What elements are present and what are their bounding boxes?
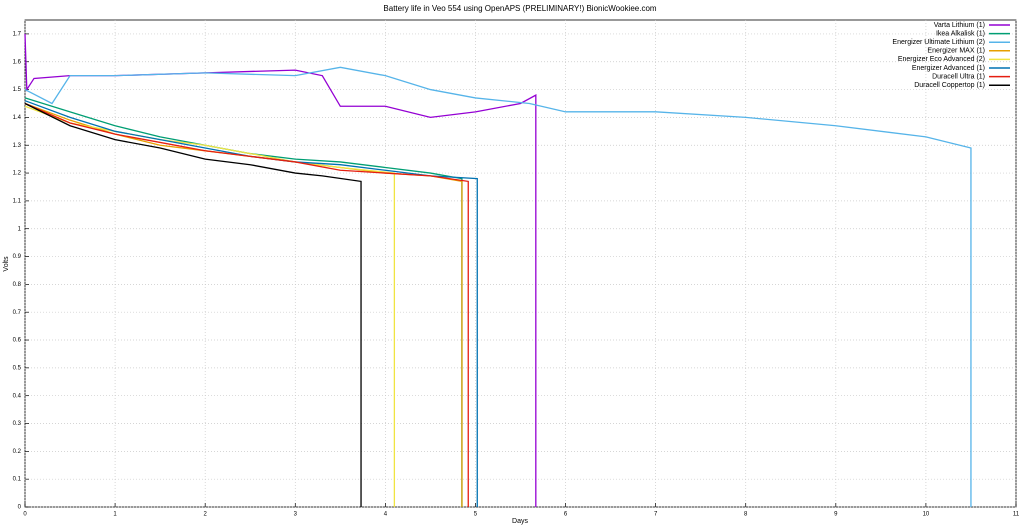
y-tick-label: 0.2: [13, 449, 22, 455]
x-tick-label: 9: [834, 512, 838, 518]
legend-label: Energizer MAX (1): [927, 48, 985, 55]
x-tick-label: 5: [474, 512, 478, 518]
y-tick-label: 1.2: [13, 171, 22, 177]
legend-label: Energizer Eco Advanced (2): [898, 56, 985, 63]
series-line: [24, 102, 469, 507]
series-line: [24, 102, 362, 507]
legend-label: Varta Lithium (1): [934, 22, 985, 29]
x-tick-label: 10: [923, 512, 930, 518]
legend-label: Duracell Coppertop (1): [914, 82, 985, 89]
x-tick-label: 6: [564, 512, 568, 518]
y-tick-label: 1: [18, 226, 22, 232]
y-tick-label: 1.7: [13, 31, 22, 37]
x-axis-label: Days: [512, 518, 528, 525]
y-tick-label: 1.1: [13, 198, 22, 204]
y-axis-label: Volts: [3, 256, 10, 272]
y-tick-label: 0.6: [13, 338, 22, 344]
y-tick-label: 0.4: [13, 393, 22, 399]
y-tick-label: 1.3: [13, 143, 22, 149]
legend-label: Duracell Ultra (1): [932, 73, 985, 80]
x-tick-label: 4: [384, 512, 388, 518]
legend-label: Energizer Advanced (1): [912, 65, 985, 72]
x-tick-label: 2: [204, 512, 208, 518]
y-tick-label: 1.5: [13, 87, 22, 93]
y-tick-label: 0.5: [13, 365, 22, 371]
series-line: [24, 105, 396, 507]
x-tick-label: 7: [654, 512, 658, 518]
y-tick-label: 1.6: [13, 59, 22, 65]
series-line: [24, 66, 972, 507]
y-tick-label: 0.9: [13, 254, 22, 260]
x-tick-label: 11: [1013, 512, 1020, 518]
x-tick-label: 0: [23, 512, 27, 518]
y-tick-label: 0.3: [13, 421, 22, 427]
series-line: [24, 100, 478, 507]
series-line: [24, 33, 537, 507]
x-tick-label: 3: [294, 512, 298, 518]
y-tick-label: 0.8: [13, 282, 22, 288]
y-tick-label: 0.7: [13, 310, 22, 316]
y-tick-label: 0.1: [13, 477, 22, 483]
y-tick-label: 0: [18, 505, 22, 511]
y-tick-label: 1.4: [13, 115, 22, 121]
legend-label: Energizer Ultimate Lithium (2): [892, 39, 985, 46]
plot-frame: [24, 19, 1017, 508]
legend-label: Ikea Alkalisk (1): [936, 30, 985, 37]
x-tick-label: 8: [744, 512, 748, 518]
x-tick-label: 1: [113, 512, 117, 518]
chart-title: Battery life in Veo 554 using OpenAPS (P…: [383, 4, 657, 13]
series-line: [24, 97, 463, 507]
